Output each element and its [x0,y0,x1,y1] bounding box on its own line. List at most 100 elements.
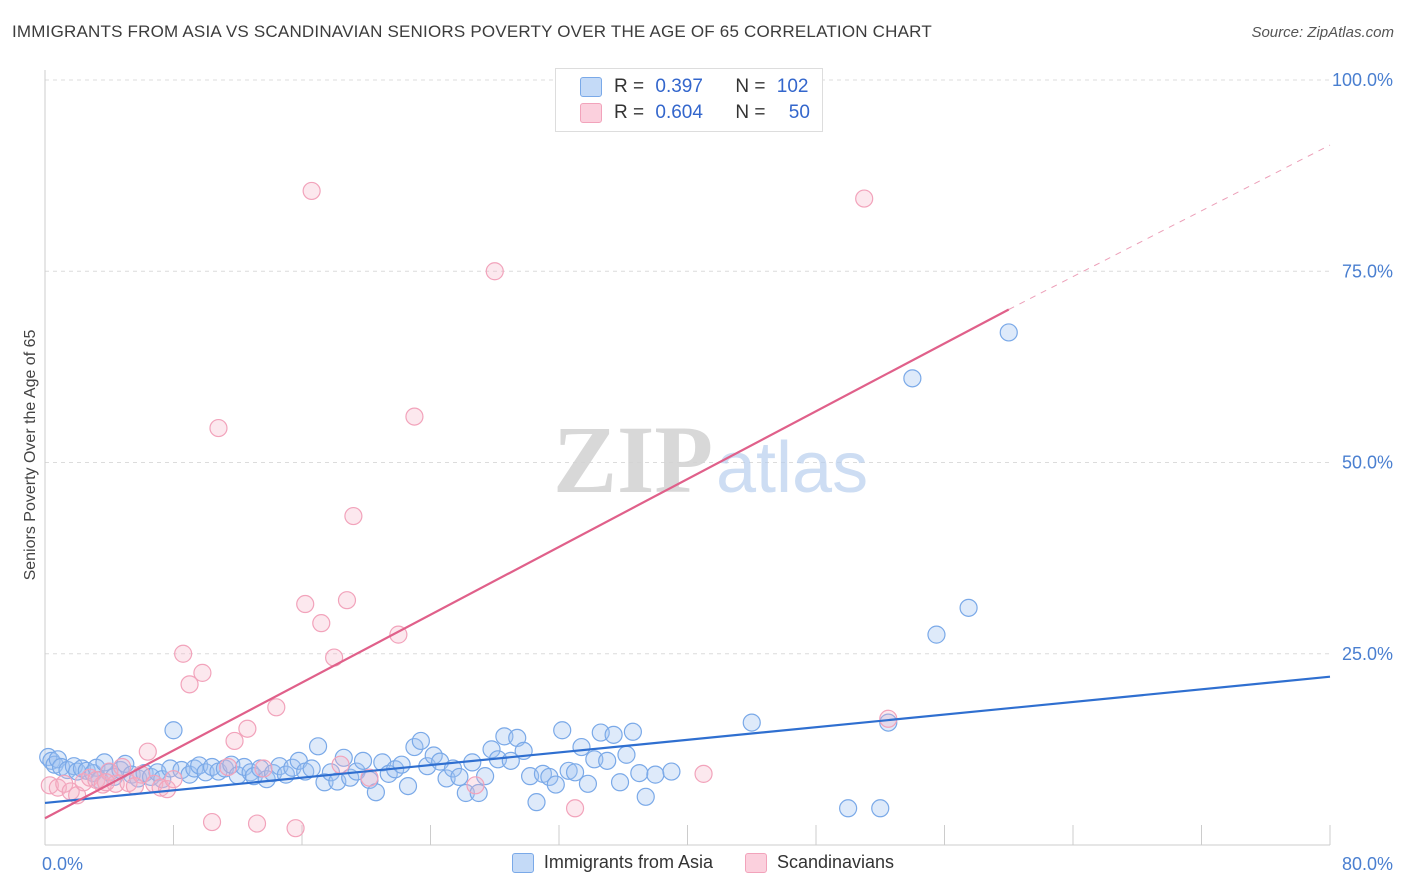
r-value: 0.397 [655,76,703,97]
scandinavians-point [296,594,315,614]
chart-title: IMMIGRANTS FROM ASIA VS SCANDINAVIAN SEN… [12,22,932,41]
asia-point [308,737,328,756]
asia-point [903,369,922,388]
r-label: R = [614,76,645,97]
tick-labels: 25.0% 50.0% 75.0% 100.0% 0.0% 80.0% [42,70,1393,874]
scandinavians-point [112,757,132,777]
asia-point [623,722,642,741]
y-tick-label: 25.0% [1342,644,1393,664]
asia-point [630,763,649,783]
asia-point [116,754,135,774]
asia-point [742,713,761,732]
x-tick-label: 80.0% [1342,854,1393,874]
n-value: 50 [788,102,810,123]
asia-point [578,774,598,793]
source-credit: Source: ZipAtlas.com [1251,24,1394,41]
grid [45,79,1330,655]
watermark: ZIP atlas [553,406,868,513]
trend-line [44,308,1010,820]
n-label: N = [735,76,766,97]
asia-point [617,745,636,764]
scandinavians-point [164,770,183,789]
asia-point [302,759,321,778]
legend-label-asia: Immigrants from Asia [543,852,713,872]
scandinavians-point [138,742,157,761]
scandinavians-legend-swatch [744,852,767,873]
scandinavians-point [174,644,193,663]
r-value: 0.604 [655,102,703,123]
scandinavians-point [485,262,504,281]
scandinavians-point [694,764,713,783]
scandinavians-point [312,614,331,633]
scandinavians-swatch [580,103,602,123]
asia-point [411,731,430,751]
scandinavians-point [247,814,267,833]
legend-item-asia[interactable]: Immigrants from Asia [511,852,713,873]
asia-point [636,787,655,806]
legend-label-scandinavians: Scandinavians [776,852,895,872]
asia-point [315,773,334,792]
asia-point [546,775,565,794]
scandinavians-point [405,407,424,426]
scandinavians-point [565,799,585,818]
asia-point [553,721,572,740]
scandinavians-point [331,755,350,774]
scandinavians-point [855,189,874,208]
trend-line [44,675,1331,805]
scandinavians-point [267,698,286,717]
asia-point [398,776,418,796]
r-label: R = [614,102,645,123]
series-legend: Immigrants from Asia Scandinavians [0,852,1406,873]
asia-point [456,783,475,803]
asia-point [999,323,1018,342]
trend-lines [44,144,1331,820]
asia-point [476,767,495,786]
asia-point [610,773,630,792]
scandinavians-point [180,675,199,694]
legend-row-asia: R = 0.397 N = 102 [580,75,808,99]
asia-point [392,755,411,774]
asia-point [572,737,591,757]
legend-row-scandinavians: R = 0.604 N = 50 [580,101,810,125]
scandinavians-point [337,591,357,610]
x-tick-label: 0.0% [42,854,83,874]
asia-point [559,761,578,780]
scandinavians-point [238,719,257,738]
asia-point [959,598,978,617]
correlation-legend: R = 0.397 N = 102 R = 0.604 N = 50 [555,68,823,132]
scandinavians-point [193,663,212,682]
scandinavians-point [209,418,228,438]
axes [44,70,1331,846]
asia-point [95,753,114,772]
asia-point [164,721,183,740]
scandinavians-point [344,506,363,526]
asia-point [450,767,469,787]
trend-line-extension [1008,144,1331,310]
asia-point [565,763,585,782]
legend-item-scandinavians[interactable]: Scandinavians [744,852,895,873]
n-label: N = [735,102,766,123]
y-tick-label: 50.0% [1342,453,1393,473]
y-tick-label: 75.0% [1342,261,1393,281]
asia-point [321,763,341,782]
y-axis-label: Seniors Poverty Over the Age of 65 [22,329,39,581]
asia-point [353,751,373,770]
scandinavians-point [225,731,244,751]
asia-legend-swatch [511,852,534,873]
scandinavians-point [219,757,238,777]
asia-point [482,740,501,759]
y-tick-label: 100.0% [1332,70,1393,90]
series-asia-points [39,323,1018,818]
asia-point [839,799,858,818]
n-value: 102 [776,76,809,97]
asia-point [871,799,890,818]
asia-point [598,751,617,770]
asia-point [604,725,623,744]
watermark-zip: ZIP [553,406,713,513]
scandinavians-point [302,181,321,201]
asia-point [185,759,204,778]
asia-point [662,762,681,781]
scandinavians-point [254,759,273,778]
asia-point [527,793,546,812]
